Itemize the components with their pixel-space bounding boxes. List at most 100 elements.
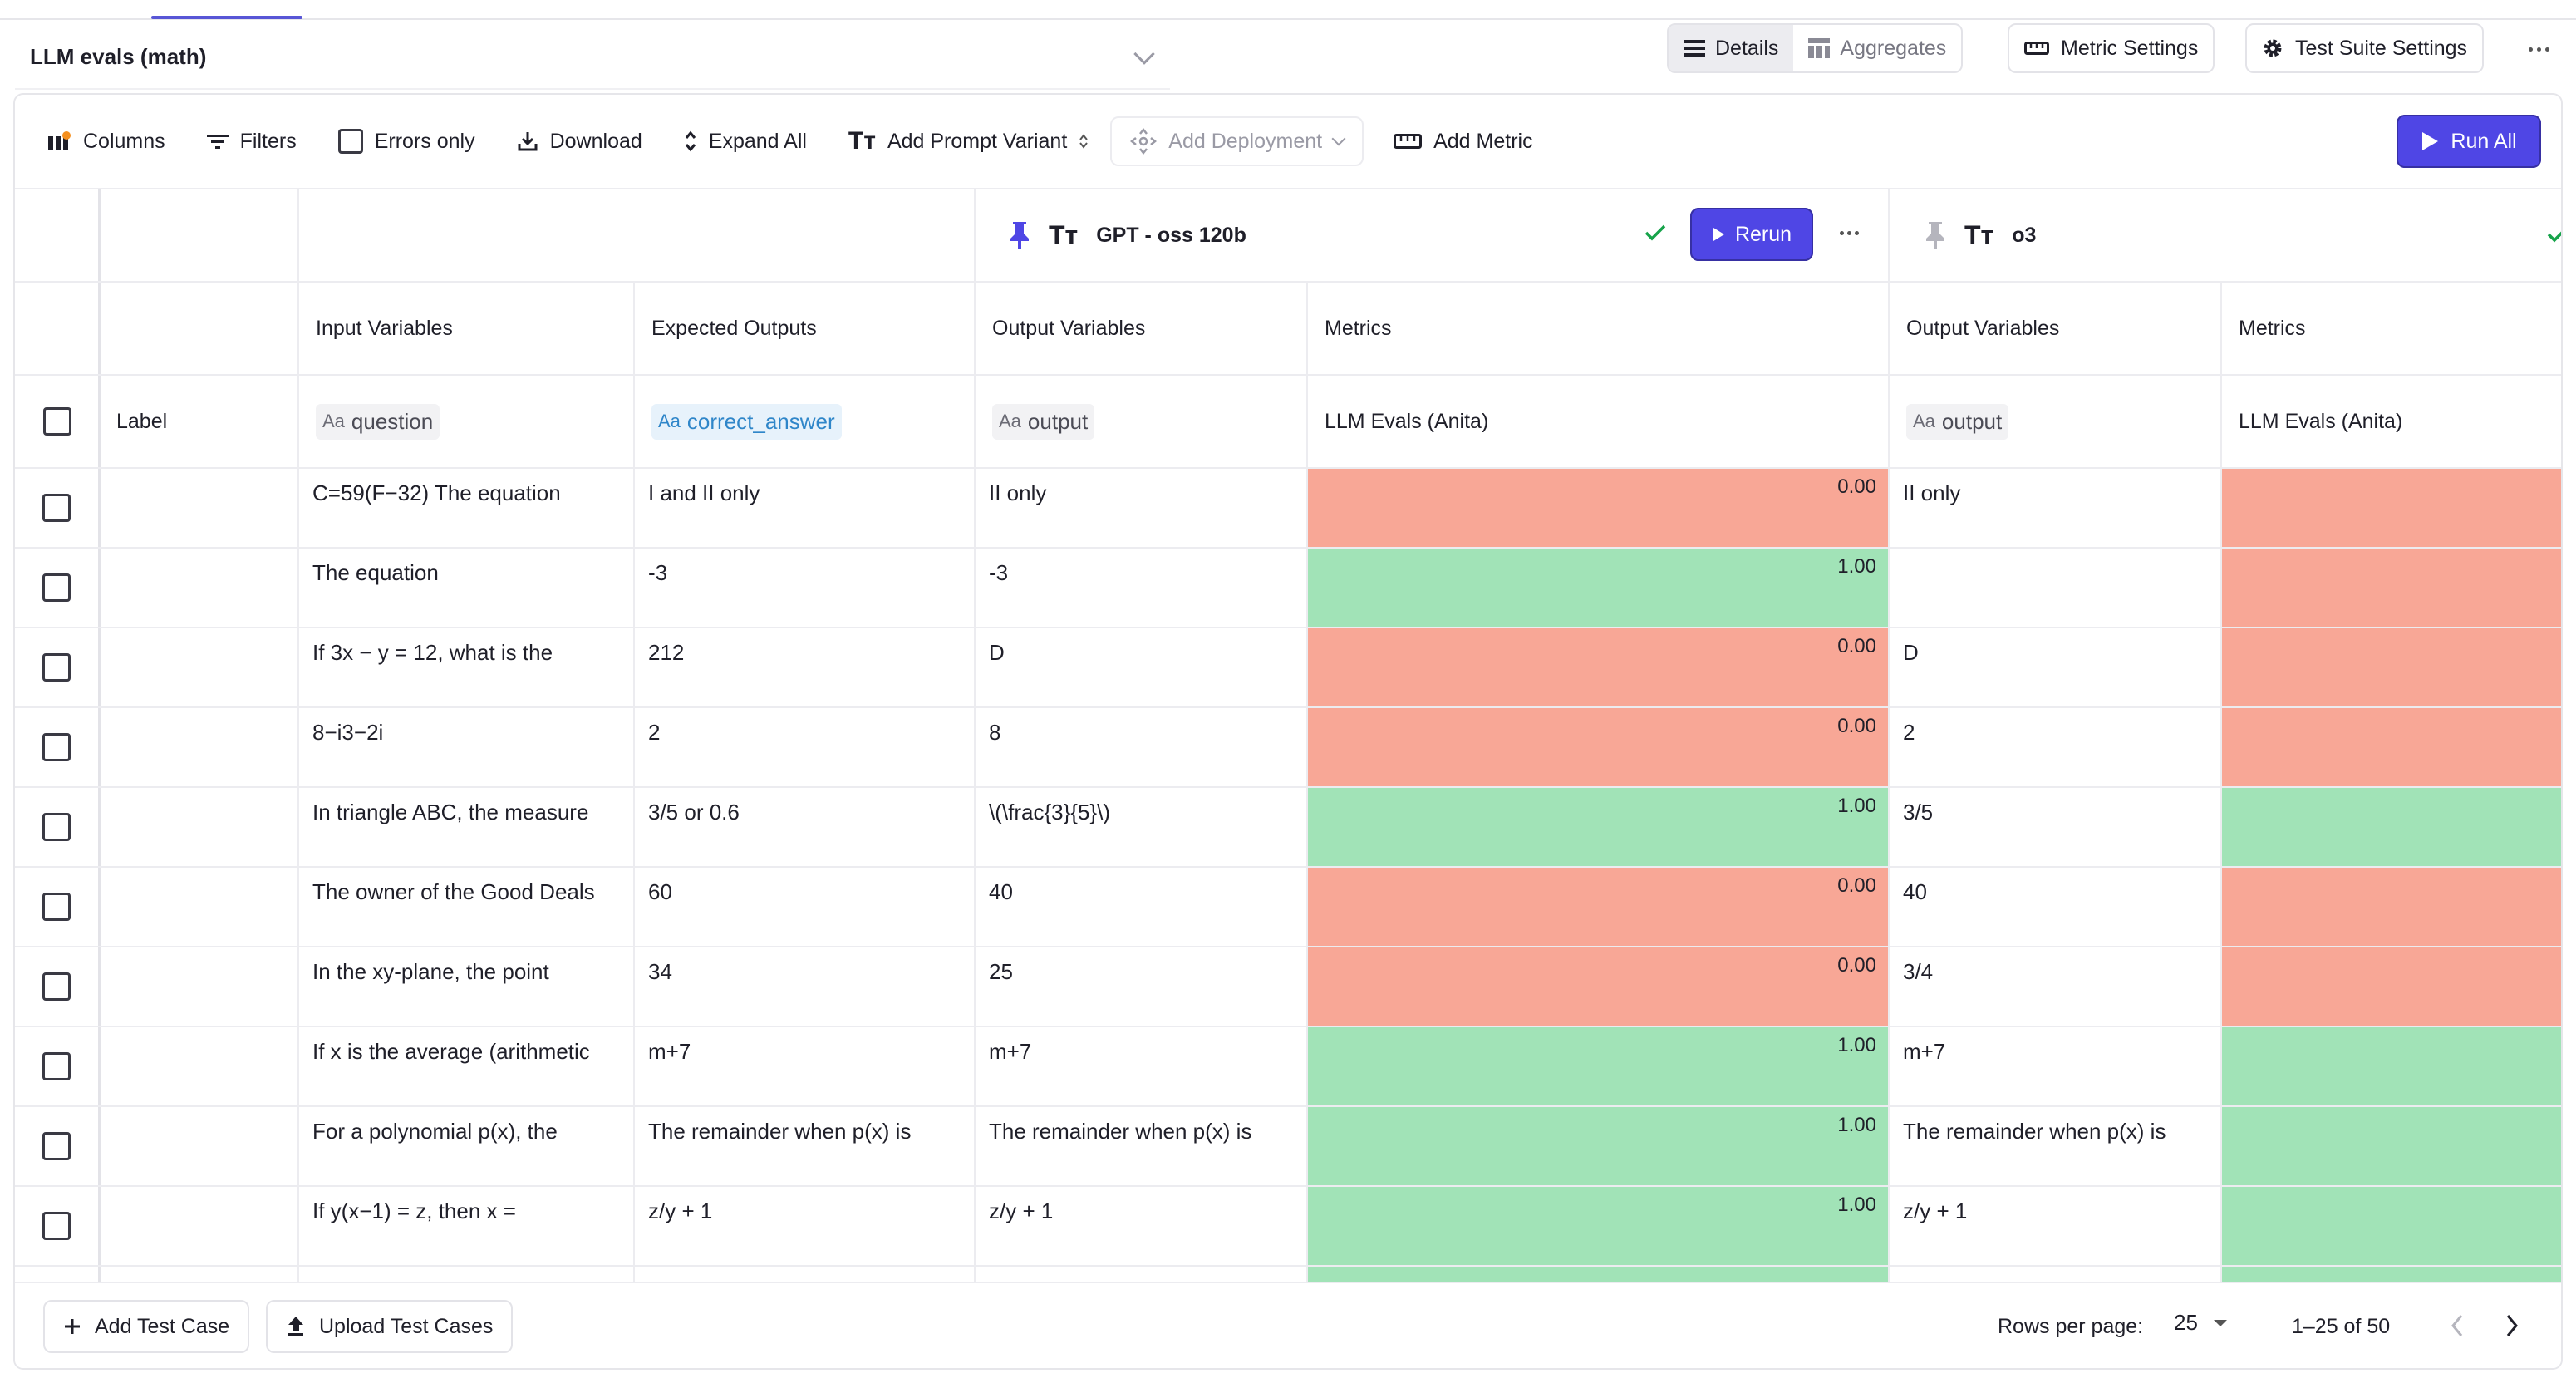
- row-select-cell: [15, 1107, 101, 1185]
- rows-per-page-select[interactable]: 25: [2174, 1310, 2228, 1336]
- aggregates-toggle[interactable]: Aggregates: [1793, 25, 1961, 71]
- sort-chevrons-icon: [1079, 134, 1089, 149]
- row-checkbox[interactable]: [42, 1052, 71, 1080]
- select-all-cell: [15, 376, 101, 467]
- row-checkbox[interactable]: [42, 972, 71, 1001]
- table-row[interactable]: 8−i3−2i 2 8 0.00 2: [15, 708, 2561, 788]
- details-toggle[interactable]: Details: [1669, 25, 1794, 71]
- table-row[interactable]: In triangle ABC, the measure 3/5 or 0.6 \(…: [15, 788, 2561, 868]
- more-options-icon[interactable]: [2518, 37, 2559, 62]
- output-field-cell: Aa output: [976, 376, 1308, 467]
- columns-button[interactable]: Columns: [48, 130, 165, 154]
- download-button[interactable]: Download: [517, 130, 642, 154]
- rerun-button[interactable]: Rerun: [1690, 208, 1813, 261]
- question-cell: In triangle ABC, the measure: [299, 788, 635, 866]
- table-row[interactable]: If y(x−1) = z, then x = z/y + 1 z/y + 1 1.0…: [15, 1187, 2561, 1267]
- filters-button[interactable]: Filters: [206, 129, 297, 154]
- filter-icon: [206, 135, 229, 149]
- add-deployment-button[interactable]: Add Deployment: [1110, 116, 1364, 166]
- run-all-button[interactable]: Run All: [2397, 115, 2541, 168]
- test-suite-select[interactable]: LLM evals (math): [15, 25, 1170, 90]
- toolbar: Columns Filters Errors only Download Exp…: [15, 95, 2561, 188]
- output-variables-header: Output Variables: [976, 283, 1308, 374]
- row-select-cell: [15, 788, 101, 866]
- output-cell: z/y + 1: [976, 1187, 1308, 1265]
- add-prompt-variant-button[interactable]: Tт Add Prompt Variant: [848, 127, 1089, 155]
- row-checkbox[interactable]: [42, 653, 71, 682]
- row-select-cell: [15, 628, 101, 706]
- metric-settings-button[interactable]: Metric Settings: [2008, 23, 2215, 73]
- row-checkbox[interactable]: [42, 1132, 71, 1160]
- filters-label: Filters: [239, 129, 297, 153]
- table-row[interactable]: If x is the average (arithmetic m+7 m+7 1.0…: [15, 1027, 2561, 1107]
- select-all-checkbox[interactable]: [43, 407, 71, 436]
- metric-score-cell: [2222, 1107, 2561, 1185]
- table-row[interactable]: The equation -3 -3 1.00: [15, 549, 2561, 628]
- add-deployment-label: Add Deployment: [1168, 129, 1323, 153]
- add-test-case-label: Add Test Case: [95, 1314, 230, 1338]
- table-row[interactable]: For a polynomial p(x), the The remainder …: [15, 1107, 2561, 1187]
- metrics-header: Metrics: [2239, 316, 2306, 340]
- test-case-grid: Tт GPT - oss 120b Rerun Tт o3 Input Vari…: [15, 188, 2561, 1368]
- question-cell: If y(x−1) = z, then x =: [299, 1187, 635, 1265]
- row-select-cell: [15, 947, 101, 1026]
- table-row[interactable]: If 3x − y = 12, what is the 212 D 0.00 D: [15, 628, 2561, 708]
- errors-only-checkbox[interactable]: [337, 129, 363, 154]
- expected-output-cell: 60: [635, 868, 976, 946]
- metric-score-cell: 1.00: [1308, 788, 1890, 866]
- row-checkbox[interactable]: [42, 733, 71, 761]
- text-field-icon: Aa: [1913, 411, 1935, 431]
- variant-more-icon[interactable]: [1840, 231, 1859, 235]
- output-variables-header: Output Variables: [1890, 283, 2222, 374]
- label-group-spacer: [101, 283, 299, 374]
- row-select-cell: [15, 469, 101, 547]
- expected-output-cell: 3/5 or 0.6: [635, 788, 976, 866]
- row-checkbox[interactable]: [42, 1212, 71, 1240]
- chevron-left-icon[interactable]: [2450, 1313, 2465, 1338]
- output-cell: -3: [976, 549, 1308, 627]
- expand-all-label: Expand All: [708, 129, 807, 153]
- question-field-cell: Aa question: [299, 376, 635, 467]
- test-suite-settings-button[interactable]: Test Suite Settings: [2245, 23, 2485, 73]
- row-checkbox[interactable]: [42, 494, 71, 522]
- chevron-right-icon[interactable]: [2505, 1313, 2519, 1338]
- pin-icon[interactable]: [1925, 220, 1946, 250]
- metric-score-cell: 1.00: [1308, 1027, 1890, 1105]
- add-prompt-variant-label: Add Prompt Variant: [887, 129, 1068, 153]
- errors-only-toggle[interactable]: Errors only: [337, 129, 475, 154]
- row-checkbox[interactable]: [42, 573, 71, 602]
- metric-score-cell: [2222, 469, 2561, 547]
- metric-score-cell: 1.00: [1308, 1107, 1890, 1185]
- add-metric-button[interactable]: Add Metric: [1394, 129, 1533, 154]
- expand-all-button[interactable]: Expand All: [684, 130, 807, 154]
- corner-cell: [15, 189, 101, 281]
- expected-output-cell: The remainder when p(x) is: [635, 1107, 976, 1185]
- metric-name-header: LLM Evals (Anita): [1308, 376, 1890, 467]
- correct-answer-chip: Aa correct_answer: [651, 403, 842, 440]
- output-chip: Aa output: [992, 403, 1095, 440]
- output-cell: D: [976, 628, 1308, 706]
- add-metric-label: Add Metric: [1433, 129, 1533, 153]
- add-test-case-button[interactable]: Add Test Case: [43, 1300, 250, 1353]
- text-field-icon: Aa: [658, 411, 681, 431]
- question-cell: If x is the average (arithmetic: [299, 1027, 635, 1105]
- question-cell: The equation: [299, 549, 635, 627]
- table-row[interactable]: C=59(F−32) The equation I and II only II o…: [15, 469, 2561, 549]
- row-checkbox[interactable]: [42, 813, 71, 841]
- question-cell: If 3x − y = 12, what is the: [299, 628, 635, 706]
- answer-field-cell: Aa correct_answer: [635, 376, 976, 467]
- row-checkbox[interactable]: [42, 893, 71, 921]
- upload-test-cases-button[interactable]: Upload Test Cases: [266, 1300, 514, 1353]
- table-row[interactable]: The owner of the Good Deals 60 40 0.00 40: [15, 868, 2561, 947]
- text-field-icon: Aa: [999, 411, 1021, 431]
- expected-output-cell: 2: [635, 708, 976, 786]
- metric-score-cell: 0.00: [1308, 708, 1890, 786]
- variant-header-gpt: Tт GPT - oss 120b Rerun: [976, 189, 1890, 281]
- correct-answer-chip-label: correct_answer: [686, 408, 835, 434]
- metric-name-header: LLM Evals (Anita): [2239, 409, 2403, 433]
- question-chip: Aa question: [316, 403, 440, 440]
- gear-icon: [2264, 39, 2282, 57]
- download-icon: [518, 132, 538, 151]
- table-row[interactable]: In the xy-plane, the point 34 25 0.00 3/4: [15, 947, 2561, 1027]
- pin-icon[interactable]: [1009, 220, 1030, 250]
